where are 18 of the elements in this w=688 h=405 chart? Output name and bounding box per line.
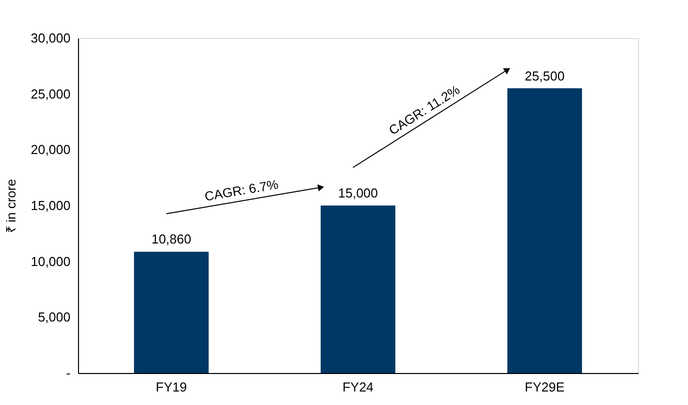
x-tick-label: FY29E	[524, 380, 565, 394]
y-axis-title: ₹ in crore	[4, 179, 19, 233]
bar	[320, 206, 396, 373]
y-tick-label: 15,000	[30, 198, 70, 213]
bar	[134, 252, 209, 373]
y-tick-label: 25,000	[30, 86, 70, 102]
y-tick-label: 20,000	[30, 142, 70, 158]
y-tick-label: 30,000	[30, 30, 70, 46]
x-tick-label: FY19	[156, 380, 187, 394]
y-tick-label: 10,000	[30, 254, 70, 269]
annotation: CAGR: 6.7%	[203, 176, 280, 204]
bar	[507, 88, 582, 373]
text: 15,000	[338, 186, 378, 200]
y-tick-label: -	[66, 366, 70, 380]
text: 10,860	[151, 232, 192, 247]
text: 25,500	[524, 68, 565, 84]
x-tick-label: FY24	[342, 380, 374, 394]
y-tick-label: 5,000	[38, 310, 70, 325]
